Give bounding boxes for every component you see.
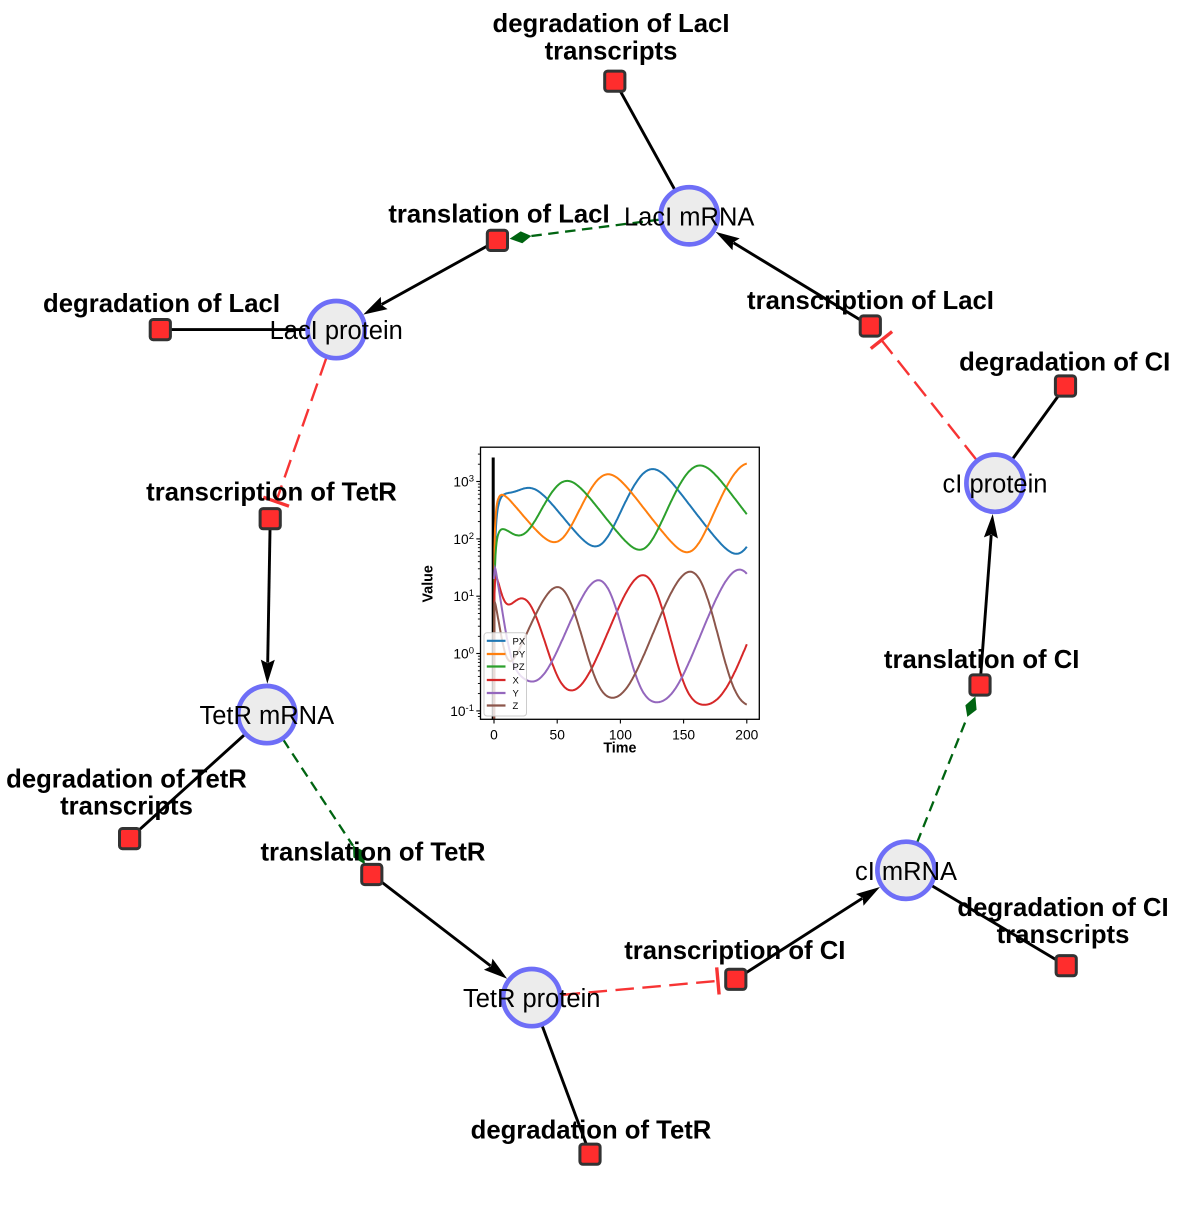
svg-text:degradation of LacI: degradation of LacI [43,290,280,318]
svg-text:PZ: PZ [513,662,525,673]
svg-text:transcription of LacI: transcription of LacI [747,287,994,315]
svg-text:translation of LacI: translation of LacI [388,201,609,229]
svg-text:degradation of CI: degradation of CI [957,894,1168,922]
svg-text:cI protein: cI protein [943,471,1048,499]
svg-text:Value: Value [421,565,437,602]
svg-text:degradation of TetR: degradation of TetR [471,1116,712,1144]
svg-text:100: 100 [609,727,632,742]
svg-text:Z: Z [513,701,519,712]
svg-text:transcription of TetR: transcription of TetR [146,479,397,507]
svg-text:transcripts: transcripts [997,921,1130,949]
svg-text:TetR protein: TetR protein [463,985,601,1013]
svg-text:PY: PY [513,650,526,661]
svg-text:transcription of CI: transcription of CI [624,937,845,965]
svg-text:Y: Y [513,689,520,700]
svg-text:100: 100 [453,645,474,662]
svg-text:50: 50 [550,727,566,742]
svg-text:degradation of TetR: degradation of TetR [6,766,247,794]
svg-text:102: 102 [453,530,474,547]
svg-text:TetR mRNA: TetR mRNA [199,702,334,730]
svg-text:X: X [513,676,520,687]
svg-text:0: 0 [490,727,498,742]
svg-text:degradation of LacI: degradation of LacI [493,10,730,38]
svg-text:transcripts: transcripts [60,793,193,821]
svg-text:PX: PX [513,637,526,648]
svg-text:103: 103 [453,473,474,490]
svg-text:101: 101 [453,588,474,605]
svg-text:degradation of CI: degradation of CI [959,349,1170,377]
svg-text:translation of CI: translation of CI [884,646,1080,674]
svg-text:LacI mRNA: LacI mRNA [624,203,754,231]
svg-text:LacI protein: LacI protein [270,317,403,345]
svg-text:200: 200 [735,727,758,742]
svg-text:Time: Time [603,741,636,757]
svg-text:150: 150 [672,727,695,742]
svg-text:translation of TetR: translation of TetR [260,839,485,867]
svg-text:transcripts: transcripts [545,37,678,65]
svg-text:10-1: 10-1 [450,702,474,719]
svg-text:cI mRNA: cI mRNA [855,858,957,886]
